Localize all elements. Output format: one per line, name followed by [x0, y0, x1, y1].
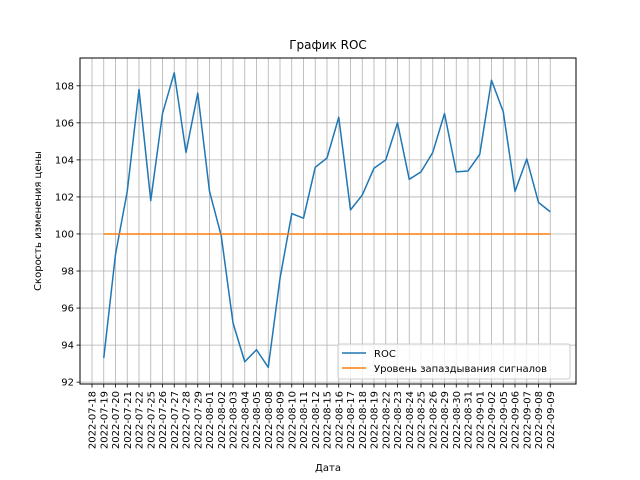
x-tick-label: 2022-08-09: [276, 391, 287, 449]
x-axis-label: Дата: [315, 463, 341, 474]
y-tick-label: 94: [61, 341, 74, 352]
x-tick-label: 2022-09-06: [511, 391, 522, 449]
y-tick-label: 102: [55, 192, 74, 203]
x-tick-label: 2022-07-27: [170, 391, 181, 449]
chart-title: График ROC: [289, 38, 367, 52]
x-tick-label: 2022-09-01: [475, 391, 486, 449]
x-tick-label: 2022-08-30: [452, 391, 463, 449]
x-tick-label: 2022-08-08: [264, 391, 275, 449]
y-tick-label: 108: [55, 81, 74, 92]
y-axis-ticks: 92 94 96 98 100 102 104 106 108: [55, 81, 80, 389]
x-tick-label: 2022-08-04: [240, 391, 251, 449]
x-tick-label: 2022-07-21: [123, 391, 134, 449]
x-tick-label: 2022-08-10: [287, 391, 298, 449]
x-tick-label: 2022-08-02: [217, 391, 228, 449]
x-tick-label: 2022-07-19: [99, 391, 110, 449]
x-tick-label: 2022-09-07: [522, 391, 533, 449]
y-tick-label: 92: [61, 378, 74, 389]
x-tick-label: 2022-07-18: [88, 391, 99, 449]
x-tick-label: 2022-08-17: [346, 391, 357, 449]
legend-box: [337, 343, 571, 380]
series-lines: [103, 72, 551, 369]
y-tick-label: 106: [55, 118, 74, 129]
x-tick-label: 2022-07-25: [146, 391, 157, 449]
x-tick-label: 2022-08-16: [334, 391, 345, 449]
x-tick-label: 2022-08-31: [464, 391, 475, 449]
x-tick-label: 2022-08-15: [323, 391, 334, 449]
x-tick-label: 2022-08-29: [440, 391, 451, 449]
y-tick-label: 100: [55, 229, 74, 240]
x-tick-label: 2022-08-18: [358, 391, 369, 449]
x-tick-label: 2022-08-12: [311, 391, 322, 449]
x-tick-label: 2022-08-05: [252, 391, 263, 449]
x-tick-label: 2022-07-29: [193, 391, 204, 449]
x-tick-label: 2022-07-28: [182, 391, 193, 449]
x-tick-label: 2022-07-26: [158, 391, 169, 449]
y-axis-label: Скорость изменения цены: [33, 151, 44, 291]
legend: ROC Уровень запаздывания сигналов: [337, 343, 571, 380]
y-tick-label: 104: [55, 155, 74, 166]
x-tick-label: 2022-08-25: [417, 391, 428, 449]
axes-frame: [79, 57, 577, 385]
x-tick-label: 2022-08-01: [205, 391, 216, 449]
legend-label-roc: ROC: [374, 349, 396, 360]
x-tick-label: 2022-09-08: [534, 391, 545, 449]
x-tick-label: 2022-09-05: [499, 391, 510, 449]
x-tick-label: 2022-08-22: [381, 391, 392, 449]
x-tick-label: 2022-08-26: [428, 391, 439, 449]
x-tick-label: 2022-07-20: [111, 391, 122, 449]
series-line-roc: [103, 72, 551, 369]
legend-label-signal-lag: Уровень запаздывания сигналов: [374, 364, 547, 375]
y-tick-label: 98: [61, 267, 74, 278]
x-axis-ticks: 2022-07-18 2022-07-19 2022-07-20 2022-07-21…: [88, 384, 557, 449]
x-tick-label: 2022-08-24: [405, 391, 416, 449]
y-tick-label: 96: [61, 304, 74, 315]
x-tick-label: 2022-07-22: [135, 391, 146, 449]
x-tick-label: 2022-08-03: [229, 391, 240, 449]
grid: [80, 58, 576, 384]
x-tick-label: 2022-08-11: [299, 391, 310, 449]
x-tick-label: 2022-09-02: [487, 391, 498, 449]
x-tick-label: 2022-08-19: [370, 391, 381, 449]
x-tick-label: 2022-08-23: [393, 391, 404, 449]
x-tick-label: 2022-09-09: [546, 391, 557, 449]
